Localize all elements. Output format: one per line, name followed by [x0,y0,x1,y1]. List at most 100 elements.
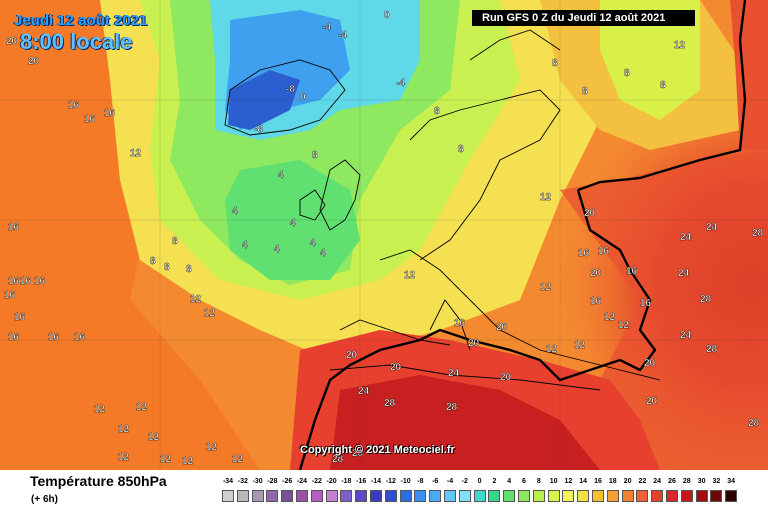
isotherm-label: 12 [118,424,130,435]
scale-label: -32 [237,478,248,485]
scale-label: 8 [536,478,541,485]
scale-swatch [266,490,279,502]
isotherm-label: 28 [700,294,712,305]
isotherm-label: 20 [500,372,512,383]
isotherm-label: 0 [384,10,390,21]
isotherm-label: 12 [618,320,630,331]
isotherm-label: 4 [320,248,326,259]
scale-swatch [236,490,249,502]
valid-date: Jeudi 12 août 2021 [14,12,148,29]
isotherm-label: 12 [404,270,416,281]
scale-swatch [562,490,575,502]
isotherm-label: 28 [752,228,764,239]
isotherm-label: 12 [574,340,586,351]
scale-label: -2 [461,478,468,485]
isotherm-label: 12 [674,40,686,51]
isotherm-label: 20 [346,350,358,361]
scale-label: -6 [432,478,439,485]
isotherm-label: 0 [300,92,306,103]
scale-swatch [399,490,412,502]
graticule [0,0,768,470]
scale-label: -20 [326,478,337,485]
isotherm-label: 16 [590,296,602,307]
isotherm-label: 20 [496,322,508,333]
isotherm-label: 16 [68,100,80,111]
scale-label: 18 [608,478,617,485]
isotherm-label: 12 [148,432,160,443]
scale-label: 10 [549,478,558,485]
isotherm-label: 20 [644,358,656,369]
scale-swatch [251,490,264,502]
isotherm-label: 8 [186,264,192,275]
temperature-band-2-green [225,160,360,280]
temperature-band-minus8-deepblue [228,70,300,130]
scale-swatch [414,490,427,502]
scale-swatch [325,490,338,502]
scale-swatch [577,490,590,502]
scale-label: -8 [417,478,424,485]
isotherm-label: 20 [646,396,658,407]
scale-label: -14 [370,478,382,485]
scale-swatch [444,490,456,502]
scale-label: -16 [356,478,367,485]
scale-label: 26 [668,478,676,485]
isotherm-label: 20 [590,268,602,279]
scale-label: 30 [697,478,706,485]
scale-label: -10 [400,478,411,485]
isotherm-label: 16 [454,318,466,329]
isotherm-label: 8 [434,106,440,117]
isotherm-label: 8 [458,144,464,155]
isotherm-label: 20 [6,36,18,47]
temperature-band-28-south [330,375,600,470]
scale-swatch [636,490,649,502]
isotherm-label: 12 [206,442,218,453]
isotherm-label: 8 [150,256,156,267]
isotherm-20-line [298,0,747,470]
scale-swatch [222,490,234,502]
scale-swatch [651,490,664,502]
scale-swatch [592,490,604,502]
isotherm-label: 28 [446,402,458,413]
isotherm-label: 12 [136,402,148,413]
scale-label: -22 [311,478,322,485]
temperature-band-8-northeast [600,0,700,120]
scale-label: 2 [492,478,497,485]
isotherm-label: 16 [578,248,590,259]
isotherm-label: 16 [34,276,46,287]
scale-swatch [473,490,486,502]
isotherm-label: 4 [242,240,248,251]
scale-swatch [621,490,634,502]
isotherm-label: 12 [94,404,106,415]
scale-label: 4 [507,478,512,485]
scale-label: 24 [653,478,662,485]
isotherm-label: 8 [624,68,630,79]
scale-swatch [666,490,678,502]
isotherm-label: 28 [352,448,364,459]
scale-swatch [532,490,545,502]
scale-swatch [488,490,501,502]
isotherm-label: -8 [254,124,263,135]
isotherm-label: 8 [172,236,178,247]
isotherm-label: 12 [182,456,194,467]
scale-swatch [384,490,397,502]
scale-swatch [310,490,323,502]
scale-swatch [710,490,723,502]
scale-label: -30 [252,478,263,485]
scale-label: 32 [712,478,721,485]
scale-swatch [340,490,353,502]
isotherm-label: 4 [310,238,316,249]
isotherm-label: 20 [28,56,40,67]
isotherm-label: 16 [8,332,20,343]
scale-swatch [355,490,368,502]
isotherm-label: 16 [640,298,652,309]
isotherm-label: 8 [582,86,588,97]
isotherm-label: 12 [232,454,244,465]
scale-swatch [429,490,442,502]
isotherm-label: 12 [540,192,552,203]
coastlines [224,29,661,391]
scale-label: -24 [296,478,308,485]
scale-label: 6 [522,478,526,485]
isotherm-label: 16 [20,276,32,287]
